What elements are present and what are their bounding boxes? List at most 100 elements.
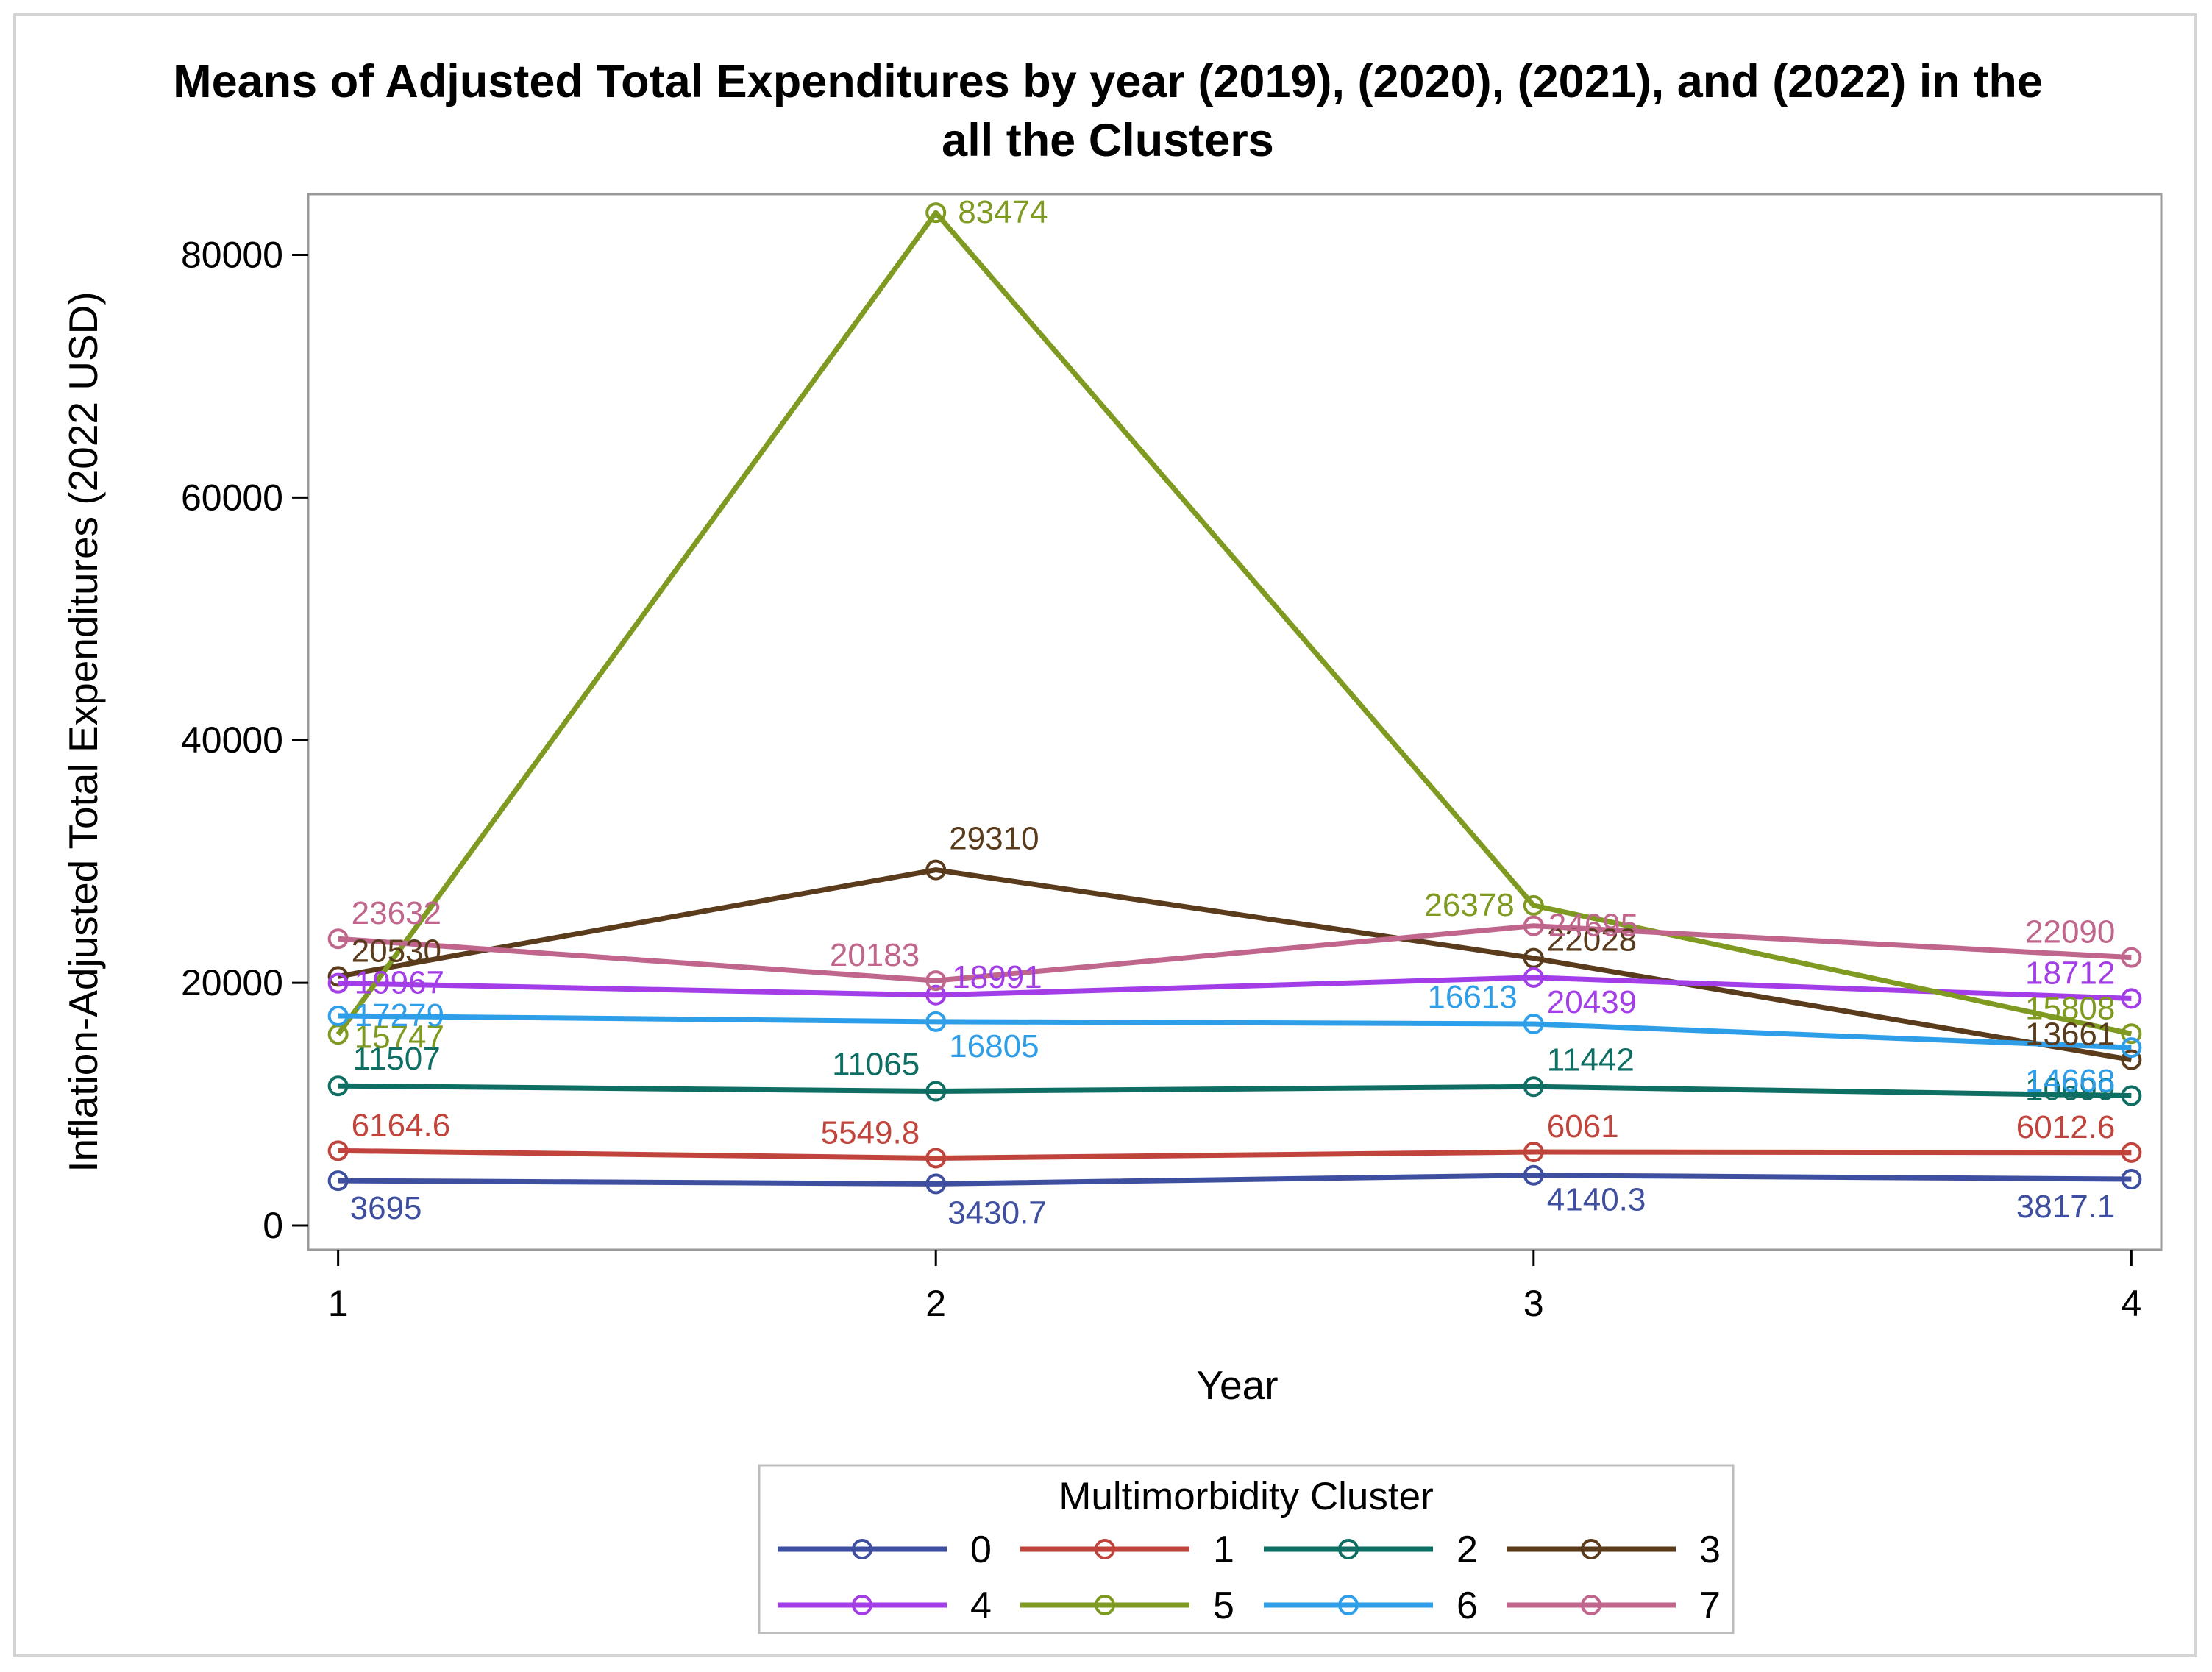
- data-label: 3817.1: [2016, 1189, 2116, 1225]
- data-label: 11442: [1547, 1042, 1635, 1078]
- legend-label: 4: [970, 1584, 992, 1627]
- legend-label: 2: [1457, 1529, 1478, 1571]
- x-tick-label: 2: [925, 1283, 946, 1324]
- legend: Multimorbidity Cluster 0 1 2 3 4 5 6 7: [758, 1464, 1735, 1634]
- chart-title: Means of Adjusted Total Expenditures by …: [173, 56, 2043, 166]
- data-label: 20439: [1547, 984, 1637, 1020]
- data-label: 83474: [958, 194, 1048, 230]
- data-point: [1523, 1076, 1544, 1098]
- data-point: [2121, 1085, 2142, 1106]
- legend-title: Multimorbidity Cluster: [1059, 1475, 1434, 1518]
- data-point: [925, 970, 947, 992]
- data-point: [327, 1170, 349, 1192]
- legend-items: 0 1 2 3 4 5 6 7: [778, 1529, 1721, 1627]
- data-point: [1523, 967, 1544, 988]
- data-label: 15808: [2025, 990, 2115, 1026]
- series-7: [327, 915, 2142, 992]
- data-label: 26378: [1424, 887, 1514, 923]
- data-point: [327, 928, 349, 950]
- y-axis-label: Inflation-Adjusted Total Expenditures (2…: [60, 291, 106, 1172]
- legend-item-3: 3: [1507, 1529, 1721, 1571]
- legend-item-2: 2: [1264, 1529, 1478, 1571]
- legend-marker: [1581, 1539, 1601, 1559]
- legend-label: 3: [1699, 1529, 1721, 1571]
- y-axis: 0 20000 40000 60000 80000: [181, 234, 308, 1246]
- data-point: [2121, 1023, 2142, 1045]
- series-6: [327, 1006, 2142, 1059]
- series-line: [338, 1013, 2132, 1050]
- y-tick-label: 20000: [181, 962, 283, 1003]
- legend-item-0: 0: [778, 1529, 992, 1571]
- series-0: [327, 1164, 2142, 1195]
- legend-marker: [852, 1539, 872, 1559]
- series-line: [335, 210, 2133, 1036]
- series-2: [327, 1075, 2142, 1106]
- data-label: 11065: [832, 1047, 920, 1083]
- y-tick-label: 40000: [181, 719, 283, 761]
- data-point: [1523, 915, 1544, 936]
- data-point: [1523, 1164, 1544, 1186]
- legend-marker: [1338, 1539, 1359, 1559]
- legend-item-7: 7: [1507, 1584, 1721, 1627]
- data-point: [1523, 894, 1544, 916]
- data-labels: 3695 3430.7 4140.3 3817.1 6164.6 5549.8 6061 60…: [350, 194, 2116, 1231]
- legend-item-4: 4: [778, 1584, 992, 1627]
- x-axis: 1 2 3 4: [328, 1250, 2141, 1324]
- data-label: 6061: [1547, 1109, 1619, 1145]
- legend-label: 5: [1213, 1584, 1234, 1627]
- data-label: 13661: [2025, 1017, 2115, 1053]
- data-point: [327, 972, 349, 994]
- legend-item-5: 5: [1020, 1584, 1234, 1627]
- x-axis-label: Year: [1196, 1362, 1278, 1408]
- y-tick-label: 60000: [181, 477, 283, 518]
- y-tick-label: 80000: [181, 234, 283, 275]
- x-tick-label: 1: [328, 1283, 349, 1324]
- data-label: 3430.7: [947, 1195, 1047, 1231]
- line-chart: Means of Adjusted Total Expenditures by …: [60, 56, 2163, 1634]
- chart-title-line: all the Clusters: [942, 115, 1274, 166]
- data-label: 23632: [352, 895, 441, 931]
- data-label: 10699: [2025, 1072, 2115, 1108]
- data-label: 22028: [1547, 922, 1637, 958]
- legend-label: 6: [1457, 1584, 1478, 1627]
- data-label: 5549.8: [821, 1114, 920, 1150]
- data-label: 16805: [949, 1028, 1039, 1064]
- data-label: 16613: [1427, 979, 1517, 1015]
- data-point: [925, 1148, 947, 1169]
- x-tick-label: 3: [1523, 1283, 1544, 1324]
- series-line: [338, 1083, 2132, 1099]
- series-line: [338, 923, 2132, 983]
- y-tick-label: 0: [263, 1205, 283, 1246]
- legend-marker: [1095, 1595, 1115, 1615]
- data-point: [925, 984, 947, 1006]
- data-label: 15747: [355, 1019, 444, 1055]
- data-label: 6164.6: [352, 1107, 451, 1143]
- series-group: [327, 202, 2142, 1195]
- data-label: 14668: [2025, 1063, 2115, 1099]
- x-tick-label: 4: [2121, 1283, 2141, 1324]
- chart-frame: Means of Adjusted Total Expenditures by …: [13, 13, 2197, 1657]
- data-label: 20530: [352, 933, 441, 969]
- data-label: 20183: [830, 937, 920, 973]
- data-label: 18712: [2025, 955, 2115, 991]
- data-label: 3695: [350, 1190, 422, 1226]
- data-label: 29310: [949, 821, 1039, 857]
- data-point: [2121, 988, 2142, 1009]
- data-point: [1523, 947, 1544, 969]
- data-point: [925, 1081, 947, 1102]
- data-point: [2121, 1169, 2142, 1190]
- data-point: [327, 1075, 349, 1097]
- legend-label: 1: [1213, 1529, 1234, 1571]
- data-point: [1523, 1013, 1544, 1034]
- series-line: [338, 867, 2132, 1063]
- series-1: [327, 1140, 2142, 1169]
- data-label: 19967: [355, 965, 444, 1001]
- data-point: [925, 859, 947, 881]
- series-3: [327, 859, 2142, 1070]
- data-label: 11507: [353, 1041, 441, 1077]
- data-point: [925, 202, 947, 224]
- legend-marker: [852, 1595, 872, 1615]
- data-label: 17279: [355, 997, 444, 1034]
- legend-item-1: 1: [1020, 1529, 1234, 1571]
- legend-label: 0: [970, 1529, 992, 1571]
